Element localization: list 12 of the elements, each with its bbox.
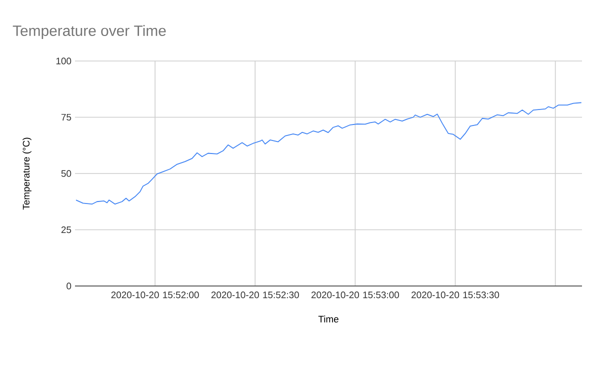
y-tick-label: 75	[61, 114, 72, 121]
y-tick-label: 100	[56, 58, 72, 64]
x-axis-title: Time	[318, 316, 338, 322]
chart-title: Temperature over Time	[12, 25, 166, 39]
x-tick-label: 2020-10-20 15:53:00	[311, 292, 400, 298]
y-tick-label: 25	[61, 226, 72, 234]
x-tick-label: 2020-10-20 15:52:30	[211, 292, 299, 298]
y-axis-title: Temperature (°C)	[22, 138, 32, 210]
y-tick-label: 50	[61, 170, 72, 177]
y-tick-label: 0	[66, 282, 72, 290]
x-tick-label: 2020-10-20 15:52:00	[111, 292, 199, 298]
x-tick-label: 2020-10-20 15:53:30	[412, 292, 500, 298]
